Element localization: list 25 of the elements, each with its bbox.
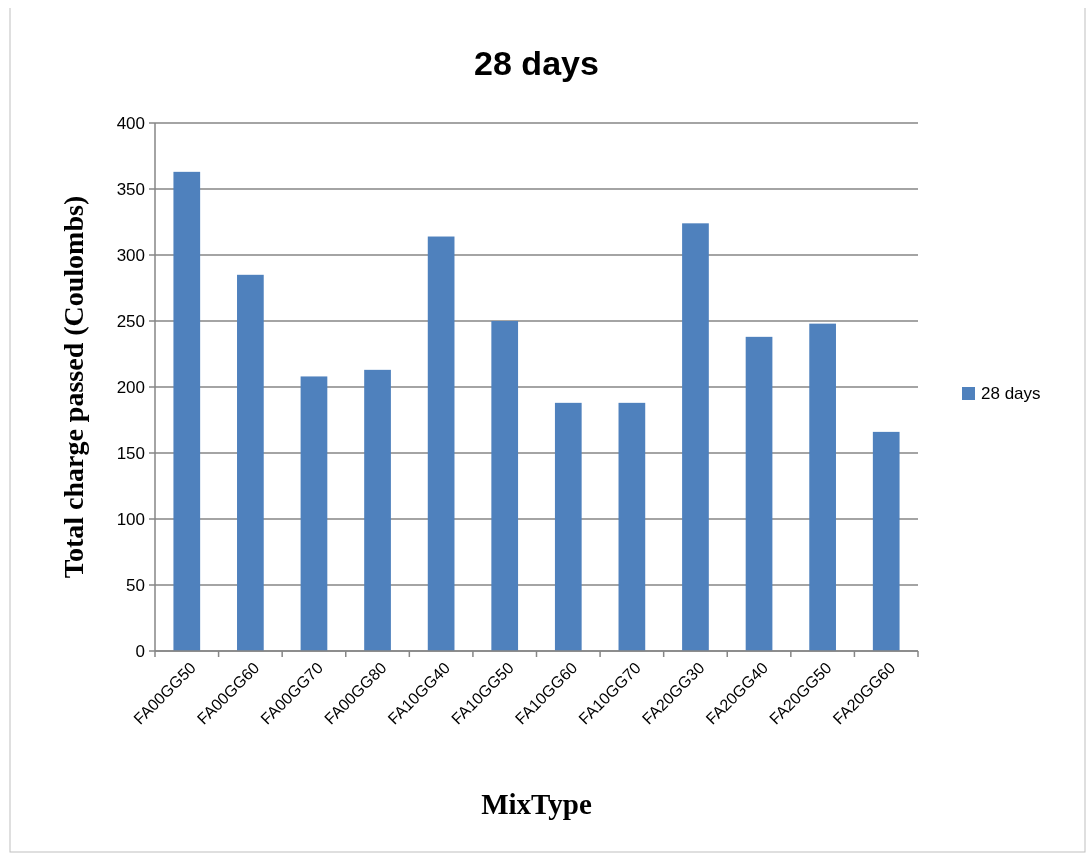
y-tick-label: 150 <box>116 443 145 463</box>
bar <box>872 431 900 651</box>
bar <box>682 223 709 651</box>
chart-title: 28 days <box>474 44 599 82</box>
bar <box>745 336 773 651</box>
bar <box>300 376 328 651</box>
y-tick-label: 0 <box>135 641 145 661</box>
y-axis-title: Total charge passed (Coulombs) <box>58 195 89 579</box>
y-tick-label: 100 <box>116 509 145 529</box>
y-tick-label: 200 <box>116 377 145 397</box>
bar <box>618 402 646 651</box>
y-tick-label: 250 <box>116 311 145 331</box>
x-axis-title: MixType <box>481 788 592 820</box>
legend-label: 28 days <box>981 384 1041 404</box>
bar <box>364 369 391 651</box>
y-tick-label: 350 <box>116 179 145 199</box>
bar <box>173 171 201 651</box>
y-tick-label: 400 <box>116 113 145 133</box>
bar <box>554 402 582 651</box>
y-tick-label: 50 <box>126 575 145 595</box>
y-tick-label: 300 <box>116 245 145 265</box>
bar <box>237 274 264 651</box>
bar <box>809 323 836 651</box>
bar <box>427 236 455 651</box>
bar <box>491 321 519 651</box>
